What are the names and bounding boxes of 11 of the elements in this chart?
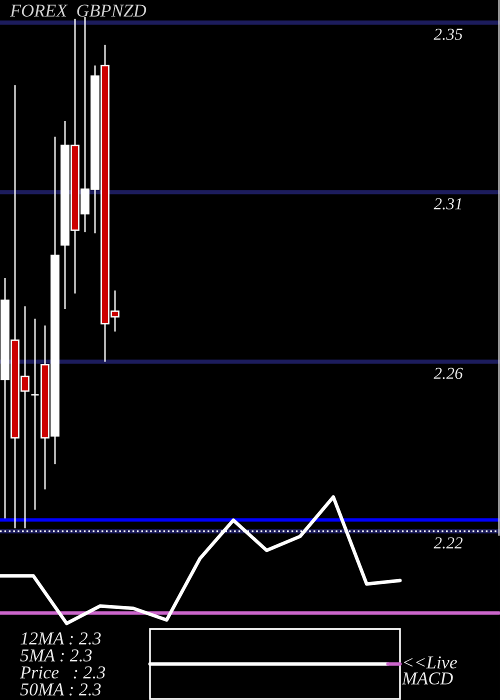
text: 5MA : 2.3 bbox=[20, 649, 92, 662]
y-tick-label: 2.22 bbox=[434, 537, 463, 549]
y-tick-label: 2.31 bbox=[434, 198, 462, 210]
text: Price : 2.3 bbox=[20, 666, 106, 679]
text: MACD bbox=[402, 672, 453, 685]
y-tick-label: 2.26 bbox=[434, 368, 463, 380]
y-tick-label: 2.35 bbox=[434, 28, 462, 40]
text: 50MA : 2.3 bbox=[20, 683, 101, 696]
text: 12MA : 2.3 bbox=[20, 632, 101, 645]
chart-title: FOREX GBPNZD bbox=[10, 4, 146, 17]
text: <<Live bbox=[404, 656, 458, 669]
